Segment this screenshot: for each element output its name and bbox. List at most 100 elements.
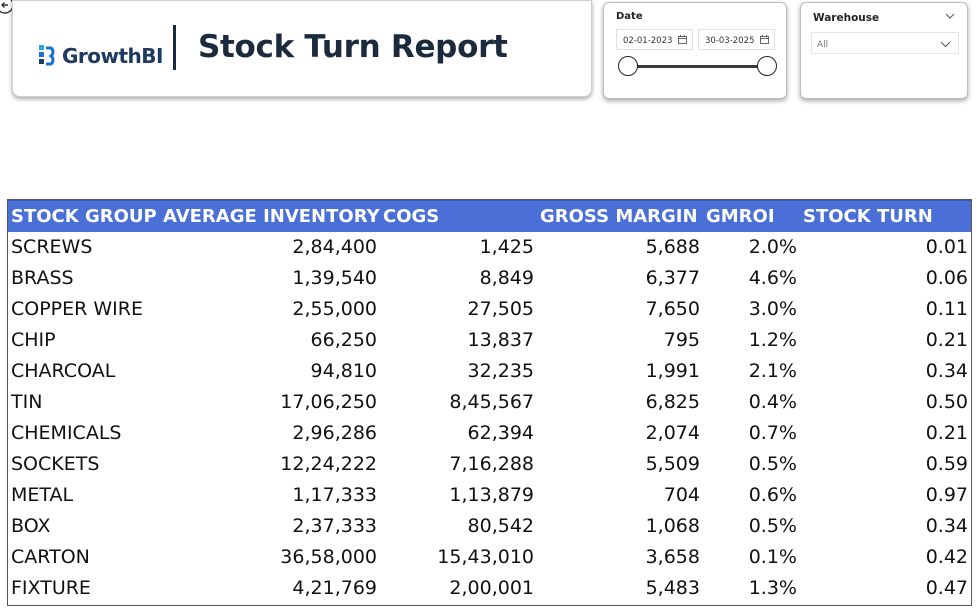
table-cell: 0.1% [748,546,797,568]
table-row[interactable]: BOX 2,37,333 80,542 1,068 0.5% 0.34 [8,511,971,542]
date-range-start-handle[interactable] [618,56,638,76]
start-date-input[interactable]: 02-01-2023 [616,29,693,50]
table-cell: BRASS [11,267,74,289]
table-cell: 12,24,222 [280,453,377,475]
date-range-end-handle[interactable] [757,56,777,76]
table-cell: 2,96,286 [292,422,377,444]
end-date-input[interactable]: 30-03-2025 [698,29,775,50]
table-row[interactable]: FIXTURE 4,21,769 2,00,001 5,483 1.3% 0.47 [8,573,971,604]
table-cell: 7,650 [645,298,700,320]
table-row[interactable]: CHARCOAL 94,810 32,235 1,991 2.1% 0.34 [8,356,971,387]
table-cell: 7,16,288 [449,453,534,475]
table-cell: SCREWS [11,236,93,258]
table-cell: 62,394 [467,422,534,444]
table-cell: 1.2% [748,329,797,351]
table-cell: 1.3% [748,577,797,599]
table-cell: 0.59 [925,453,968,475]
table-cell: CARTON [11,546,90,568]
chevron-down-icon[interactable] [945,12,955,20]
table-cell: 0.34 [925,360,968,382]
table-row[interactable]: TIN 17,06,250 8,45,567 6,825 0.4% 0.50 [8,387,971,418]
column-header[interactable]: STOCK GROUP [8,200,160,232]
table-row[interactable]: COPPER WIRE 2,55,000 27,505 7,650 3.0% 0.11 [8,294,971,325]
table-cell: 80,542 [467,515,534,537]
table-cell: METAL [11,484,74,506]
table-cell: 5,483 [645,577,700,599]
table-row[interactable]: CHEMICALS 2,96,286 62,394 2,074 0.7% 0.21 [8,418,971,449]
column-header[interactable]: GMROI [703,200,800,232]
page-title: Stock Turn Report [198,29,508,65]
table-cell: 0.01 [925,236,968,258]
table-cell: 1,39,540 [292,267,377,289]
table-cell: 1,991 [645,360,700,382]
table-cell: 27,505 [467,298,534,320]
table-cell: CHEMICALS [11,422,122,444]
warehouse-dropdown[interactable]: All [811,32,959,54]
table-cell: 15,43,010 [437,546,534,568]
column-header[interactable]: AVERAGE INVENTORY [160,200,380,232]
end-date-value: 30-03-2025 [705,36,755,46]
chevron-down-icon [940,41,951,48]
column-header[interactable]: GROSS MARGIN [537,200,703,232]
table-row[interactable]: SCREWS 2,84,400 1,425 5,688 2.0% 0.01 [8,232,971,263]
table-cell: 0.47 [925,577,968,599]
table-cell: 94,810 [310,360,377,382]
table-cell: 704 [663,484,700,506]
table-cell: 0.06 [925,267,968,289]
table-cell: 1,13,879 [449,484,534,506]
growthbi-logo: GrowthBI [37,43,163,69]
table-cell: 5,509 [645,453,700,475]
table-cell: BOX [11,515,51,537]
table-cell: 17,06,250 [280,391,377,413]
table-cell: 32,235 [467,360,534,382]
table-cell: 8,849 [479,267,534,289]
table-cell: 2,84,400 [292,236,377,258]
table-cell: 4.6% [748,267,797,289]
warehouse-slicer-title: Warehouse [813,12,880,24]
date-slicer: Date 02-01-2023 30-03-2025 [603,2,787,99]
report-header: GrowthBI Stock Turn Report [12,0,592,97]
table-cell: SOCKETS [11,453,100,475]
date-slicer-title: Date [616,11,643,22]
table-cell: 6,825 [645,391,700,413]
table-cell: 0.21 [925,422,968,444]
table-cell: 2.1% [748,360,797,382]
logo-text: GrowthBI [62,44,163,68]
start-date-value: 02-01-2023 [623,36,673,46]
table-cell: 0.5% [748,515,797,537]
table-cell: COPPER WIRE [11,298,143,320]
table-cell: FIXTURE [11,577,91,599]
table-cell: 6,377 [645,267,700,289]
table-cell: 1,068 [645,515,700,537]
table-row[interactable]: METAL 1,17,333 1,13,879 704 0.6% 0.97 [8,480,971,511]
table-cell: 2,074 [645,422,700,444]
table-cell: 1,17,333 [292,484,377,506]
table-cell: 1,425 [479,236,534,258]
date-range-track[interactable] [628,65,768,68]
table-cell: 2.0% [748,236,797,258]
table-cell: CHIP [11,329,56,351]
table-row[interactable]: CHIP 66,250 13,837 795 1.2% 0.21 [8,325,971,356]
table-cell: 2,37,333 [292,515,377,537]
table-cell: 0.21 [925,329,968,351]
column-header[interactable]: COGS [380,200,537,232]
calendar-icon[interactable] [678,35,687,44]
table-cell: 2,55,000 [292,298,377,320]
growthbi-logo-icon [39,45,55,66]
table-row[interactable]: CARTON 36,58,000 15,43,010 3,658 0.1% 0.42 [8,542,971,573]
table-row[interactable]: SOCKETS 12,24,222 7,16,288 5,509 0.5% 0.59 [8,449,971,480]
table-cell: CHARCOAL [11,360,116,382]
table-cell: 795 [663,329,700,351]
warehouse-slicer: Warehouse All [800,2,968,99]
column-header[interactable]: STOCK TURN [800,200,971,232]
table-header-row: STOCK GROUP AVERAGE INVENTORY COGS GROSS… [8,200,971,232]
table-row[interactable]: BRASS 1,39,540 8,849 6,377 4.6% 0.06 [8,263,971,294]
table-cell: 3.0% [748,298,797,320]
calendar-icon[interactable] [760,35,769,44]
warehouse-selected-value: All [817,40,829,50]
stock-turn-table: STOCK GROUP AVERAGE INVENTORY COGS GROSS… [8,200,971,604]
table-cell: 2,00,001 [449,577,534,599]
table-cell: 3,658 [645,546,700,568]
table-cell: 13,837 [467,329,534,351]
table-cell: 8,45,567 [449,391,534,413]
